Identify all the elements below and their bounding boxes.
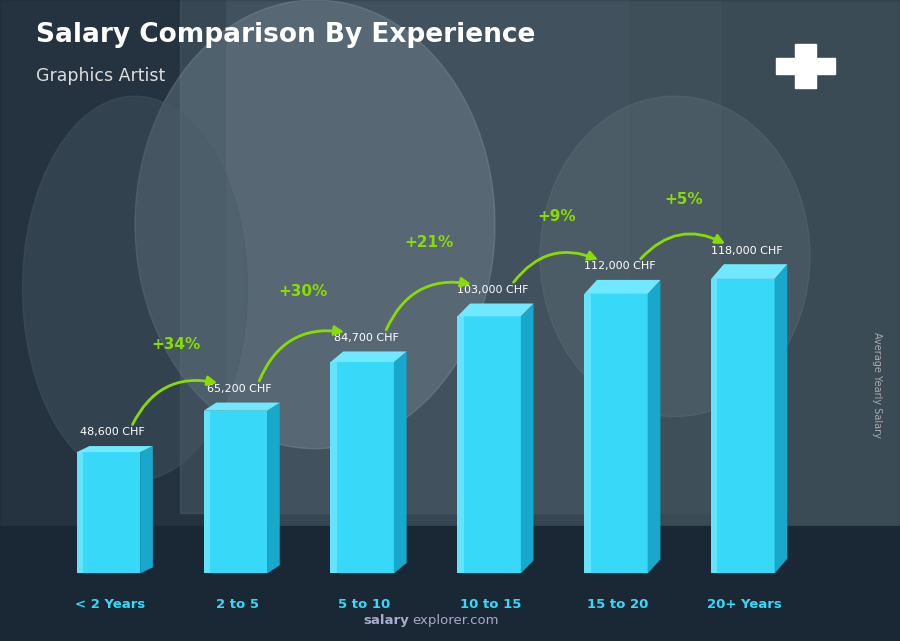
Text: 5 to 10: 5 to 10 [338, 597, 391, 611]
Text: 118,000 CHF: 118,000 CHF [711, 246, 782, 256]
Polygon shape [711, 279, 717, 574]
Text: 112,000 CHF: 112,000 CHF [584, 262, 655, 271]
Polygon shape [76, 452, 140, 574]
Text: 2 to 5: 2 to 5 [216, 597, 258, 611]
FancyArrowPatch shape [386, 278, 468, 330]
Ellipse shape [540, 96, 810, 417]
Polygon shape [330, 351, 407, 362]
Bar [0, 0, 900, 545]
Text: +9%: +9% [537, 210, 576, 224]
Text: +30%: +30% [278, 285, 328, 299]
Polygon shape [76, 452, 83, 574]
Text: +5%: +5% [664, 192, 703, 207]
Bar [776, 58, 835, 74]
Polygon shape [775, 264, 788, 574]
Text: +34%: +34% [151, 337, 201, 353]
Bar [0, 526, 900, 641]
Polygon shape [711, 264, 788, 279]
Text: salary: salary [364, 614, 410, 627]
FancyArrowPatch shape [641, 234, 723, 259]
Ellipse shape [22, 96, 248, 481]
Polygon shape [648, 280, 661, 574]
Polygon shape [584, 280, 661, 294]
Text: explorer.com: explorer.com [412, 614, 499, 627]
Text: < 2 Years: < 2 Years [76, 597, 146, 611]
Polygon shape [457, 317, 464, 574]
Polygon shape [521, 303, 534, 574]
Polygon shape [711, 279, 775, 574]
Polygon shape [330, 362, 394, 574]
Polygon shape [394, 351, 407, 574]
Polygon shape [203, 411, 210, 574]
Bar [795, 44, 816, 88]
Text: Salary Comparison By Experience: Salary Comparison By Experience [36, 22, 536, 49]
Text: 15 to 20: 15 to 20 [587, 597, 649, 611]
Text: 103,000 CHF: 103,000 CHF [457, 285, 528, 295]
Polygon shape [140, 446, 153, 574]
Polygon shape [76, 446, 153, 452]
Text: Graphics Artist: Graphics Artist [36, 67, 166, 85]
FancyArrowPatch shape [259, 327, 341, 381]
Polygon shape [203, 411, 267, 574]
Text: 65,200 CHF: 65,200 CHF [207, 384, 272, 394]
Bar [630, 0, 900, 577]
Text: 48,600 CHF: 48,600 CHF [80, 428, 145, 437]
Polygon shape [584, 294, 590, 574]
Ellipse shape [135, 0, 495, 449]
Polygon shape [330, 362, 337, 574]
Polygon shape [267, 403, 280, 574]
Bar [180, 0, 720, 513]
FancyArrowPatch shape [132, 377, 214, 424]
Text: +21%: +21% [405, 235, 454, 250]
Polygon shape [457, 303, 534, 317]
Bar [0, 0, 225, 641]
Text: Average Yearly Salary: Average Yearly Salary [872, 331, 883, 438]
Text: 10 to 15: 10 to 15 [460, 597, 522, 611]
Polygon shape [457, 317, 521, 574]
Text: 20+ Years: 20+ Years [707, 597, 782, 611]
Text: 84,700 CHF: 84,700 CHF [334, 333, 399, 343]
FancyArrowPatch shape [514, 252, 595, 282]
Polygon shape [203, 403, 280, 411]
Polygon shape [584, 294, 648, 574]
